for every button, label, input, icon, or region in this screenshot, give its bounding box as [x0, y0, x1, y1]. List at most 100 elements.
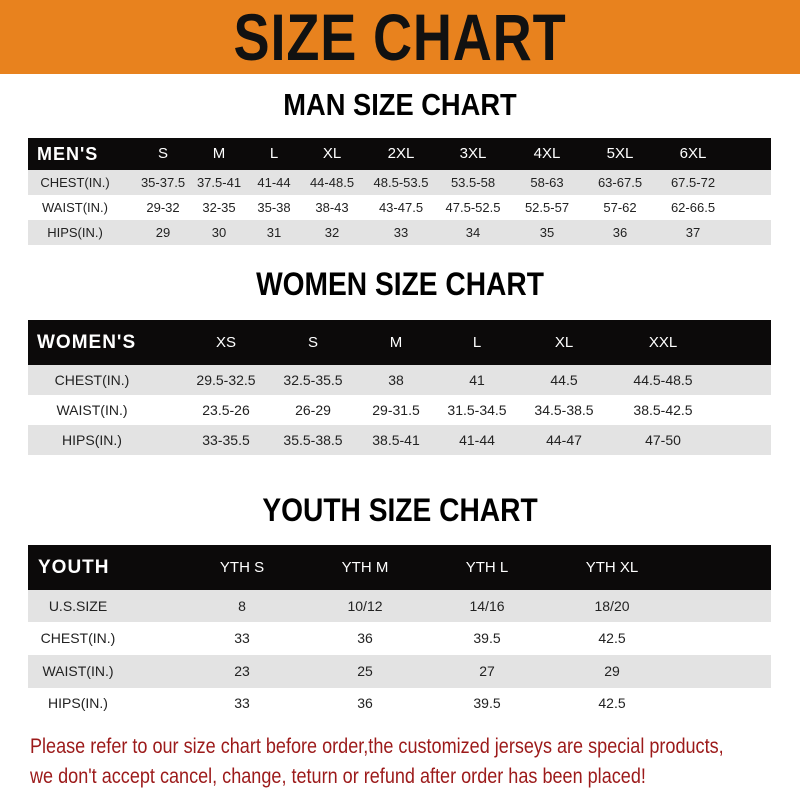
size-column-header: YTH XL [585, 559, 639, 576]
table-cell: 30 [211, 225, 227, 240]
table-cell: 39.5 [473, 695, 501, 711]
table-cell: 31.5-34.5 [447, 402, 507, 418]
size-column-header: L [269, 145, 279, 162]
table-cell: 48.5-53.5 [373, 175, 429, 190]
table-cell: 53.5-58 [450, 175, 496, 190]
men-header-row: MEN'S S M L XL 2XL 3XL 4XL 5XL 6XL [28, 138, 771, 170]
table-cell: 44-48.5 [309, 175, 355, 190]
table-cell: 37.5-41 [196, 175, 242, 190]
table-row: HIPS(IN.) 33 36 39.5 42.5 [28, 688, 771, 718]
table-cell: 43-47.5 [378, 200, 424, 215]
women-header-row: WOMEN'S XS S M L XL XXL [28, 320, 771, 365]
table-cell: 36 [357, 630, 373, 646]
table-cell: 67.5-72 [670, 175, 716, 190]
table-cell: 37 [685, 225, 701, 240]
row-label: HIPS(IN.) [48, 695, 108, 711]
table-cell: 33 [234, 695, 250, 711]
table-cell: 35-38 [257, 200, 291, 215]
notice-line-2: we don't accept cancel, change, teturn o… [30, 765, 646, 788]
size-column-header: XL [322, 145, 342, 162]
women-header-label: WOMEN'S [37, 332, 137, 353]
table-cell: 25 [357, 663, 373, 679]
size-column-header: 5XL [606, 145, 634, 162]
men-header-label: MEN'S [37, 144, 99, 164]
table-cell: 35 [539, 225, 555, 240]
size-column-header: XL [554, 334, 574, 351]
size-column-header: YTH S [219, 559, 265, 576]
table-cell: 41-44 [459, 432, 495, 448]
table-cell: 23 [234, 663, 250, 679]
table-cell: 38 [388, 372, 404, 388]
table-cell: 58-63 [530, 175, 564, 190]
size-column-header: XXL [648, 334, 678, 351]
table-cell: 18/20 [594, 598, 630, 614]
youth-header-label: YOUTH [38, 557, 110, 578]
table-cell: 38.5-41 [372, 432, 420, 448]
women-section-title: WOMEN SIZE CHART [256, 266, 544, 302]
table-cell: 36 [357, 695, 373, 711]
youth-size-table: YOUTH YTH S YTH M YTH L YTH XL U.S.SIZE 8 10/12… [28, 545, 771, 718]
row-label: HIPS(IN.) [62, 432, 122, 448]
banner-title: SIZE CHART [233, 0, 567, 74]
size-column-header: 4XL [533, 145, 561, 162]
table-cell: 8 [238, 598, 246, 614]
table-cell: 33 [393, 225, 409, 240]
table-cell: 41-44 [257, 175, 291, 190]
table-row: HIPS(IN.) 33-35.5 35.5-38.5 38.5-41 41-44 44-… [28, 425, 771, 455]
size-column-header: 3XL [459, 145, 487, 162]
table-cell: 33 [234, 630, 250, 646]
row-label: WAIST(IN.) [42, 663, 114, 679]
row-label: CHEST(IN.) [54, 372, 130, 388]
table-cell: 39.5 [473, 630, 501, 646]
table-cell: 35.5-38.5 [283, 432, 343, 448]
table-cell: 57-62 [603, 200, 637, 215]
women-size-table: WOMEN'S XS S M L XL XXL CHEST(IN.) 29.5-32.5 32.5… [28, 320, 771, 455]
size-column-header: M [389, 334, 403, 351]
table-cell: 44.5-48.5 [633, 372, 693, 388]
table-cell: 38-43 [315, 200, 349, 215]
row-label: CHEST(IN.) [40, 630, 116, 646]
youth-section-title: YOUTH SIZE CHART [262, 492, 538, 528]
table-row: WAIST(IN.) 29-32 32-35 35-38 38-43 43-47.5 47.… [28, 195, 771, 220]
table-cell: 47-50 [645, 432, 681, 448]
size-column-header: XS [215, 334, 237, 351]
table-cell: 31 [266, 225, 282, 240]
table-cell: 38.5-42.5 [633, 402, 693, 418]
table-row: WAIST(IN.) 23 25 27 29 [28, 655, 771, 688]
table-cell: 26-29 [295, 402, 331, 418]
size-chart-banner: SIZE CHART [0, 0, 800, 74]
table-cell: 14/16 [469, 598, 505, 614]
table-cell: 34.5-38.5 [534, 402, 594, 418]
table-cell: 10/12 [347, 598, 383, 614]
table-cell: 29 [604, 663, 620, 679]
table-row: CHEST(IN.) 33 36 39.5 42.5 [28, 622, 771, 655]
table-cell: 34 [465, 225, 481, 240]
table-row: U.S.SIZE 8 10/12 14/16 18/20 [28, 590, 771, 622]
row-label: CHEST(IN.) [40, 175, 110, 190]
size-column-header: S [307, 334, 319, 351]
size-column-header: 2XL [387, 145, 415, 162]
table-cell: 29-32 [146, 200, 180, 215]
table-cell: 42.5 [598, 630, 626, 646]
size-column-header: YTH L [465, 559, 509, 576]
table-cell: 32 [324, 225, 340, 240]
table-cell: 29.5-32.5 [196, 372, 256, 388]
size-column-header: L [472, 334, 482, 351]
table-cell: 36 [612, 225, 628, 240]
table-row: CHEST(IN.) 35-37.5 37.5-41 41-44 44-48.5 48.5… [28, 170, 771, 195]
table-cell: 63-67.5 [597, 175, 643, 190]
table-cell: 47.5-52.5 [445, 200, 501, 215]
table-cell: 27 [479, 663, 495, 679]
table-cell: 32-35 [202, 200, 236, 215]
notice-line-1: Please refer to our size chart before or… [30, 735, 724, 758]
table-cell: 32.5-35.5 [283, 372, 343, 388]
table-cell: 41 [469, 372, 485, 388]
row-label: HIPS(IN.) [47, 225, 103, 240]
men-section-title: MAN SIZE CHART [283, 87, 517, 122]
size-column-header: 6XL [679, 145, 707, 162]
table-row: HIPS(IN.) 29 30 31 32 33 34 35 36 37 [28, 220, 771, 245]
size-column-header: YTH M [341, 559, 389, 576]
table-cell: 35-37.5 [140, 175, 186, 190]
table-cell: 52.5-57 [524, 200, 570, 215]
table-row: CHEST(IN.) 29.5-32.5 32.5-35.5 38 41 44.5 44.5… [28, 365, 771, 395]
